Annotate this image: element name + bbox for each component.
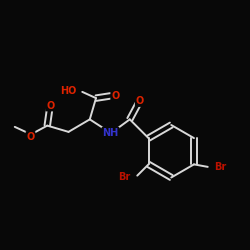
Text: NH: NH [102,128,119,138]
Text: O: O [111,91,120,101]
Text: Br: Br [214,162,226,172]
Text: O: O [136,96,144,106]
Text: O: O [26,132,35,142]
Text: O: O [46,100,54,110]
Text: Br: Br [118,172,130,182]
Text: HO: HO [60,86,76,96]
